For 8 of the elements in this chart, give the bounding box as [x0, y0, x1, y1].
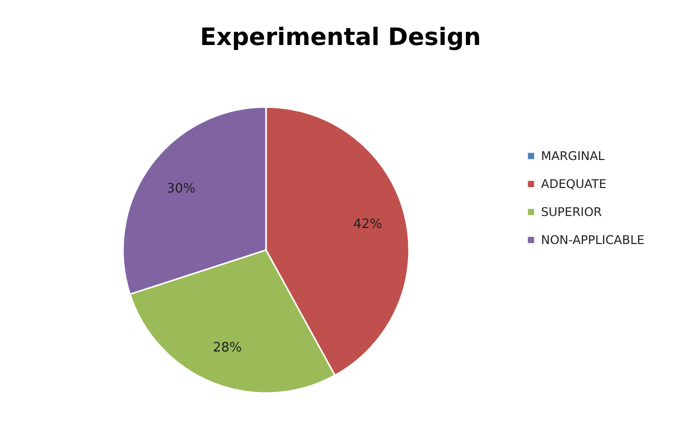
legend-label: SUPERIOR — [541, 205, 602, 219]
legend-label: MARGINAL — [541, 149, 605, 163]
legend-label: ADEQUATE — [541, 177, 606, 191]
legend-label: NON-APPLICABLE — [541, 233, 644, 247]
data-label: 42% — [353, 216, 382, 232]
data-label: 30% — [166, 181, 196, 196]
data-label: 28% — [212, 340, 242, 356]
chart-title: Experimental Design — [200, 23, 481, 51]
